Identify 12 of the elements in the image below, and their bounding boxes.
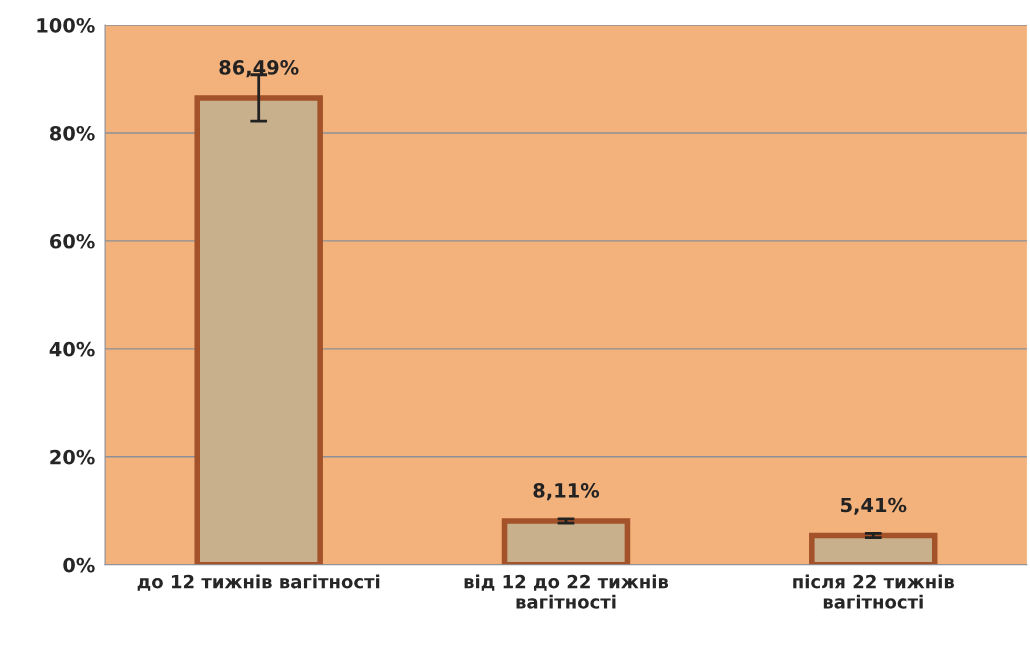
y-tick-label: 100% [37, 18, 95, 33]
data-label: 5,41% [841, 497, 907, 515]
data-label: 8,11% [533, 483, 600, 501]
y-tick-label: 40% [49, 341, 95, 357]
y-tick-label: 60% [50, 233, 95, 249]
x-tick-label: від 12 до 22 тижнів вагітності [464, 574, 669, 609]
y-tick-label: 80% [49, 125, 95, 141]
x-tick-label: до 12 тижнів вагітності [137, 574, 380, 591]
y-tick-label: 20% [50, 449, 95, 465]
y-tick-label: 0% [63, 557, 95, 573]
data-label: 86,49% [219, 60, 299, 78]
x-tick-label: після 22 тижнів вагітності [793, 574, 954, 609]
